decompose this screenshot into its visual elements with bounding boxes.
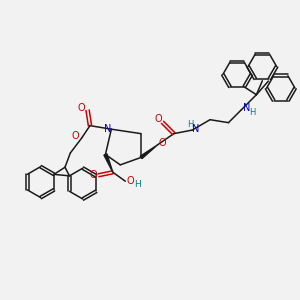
Text: N: N [243, 103, 250, 113]
Text: H: H [134, 180, 141, 189]
Polygon shape [104, 154, 113, 172]
Text: O: O [159, 139, 166, 148]
Text: H: H [188, 120, 194, 129]
Text: O: O [71, 131, 79, 141]
Polygon shape [140, 145, 158, 159]
Text: N: N [192, 124, 200, 134]
Text: O: O [154, 114, 162, 124]
Text: O: O [77, 103, 85, 113]
Text: O: O [127, 176, 134, 186]
Text: H: H [249, 108, 255, 117]
Text: N: N [104, 124, 112, 134]
Text: O: O [89, 170, 97, 180]
